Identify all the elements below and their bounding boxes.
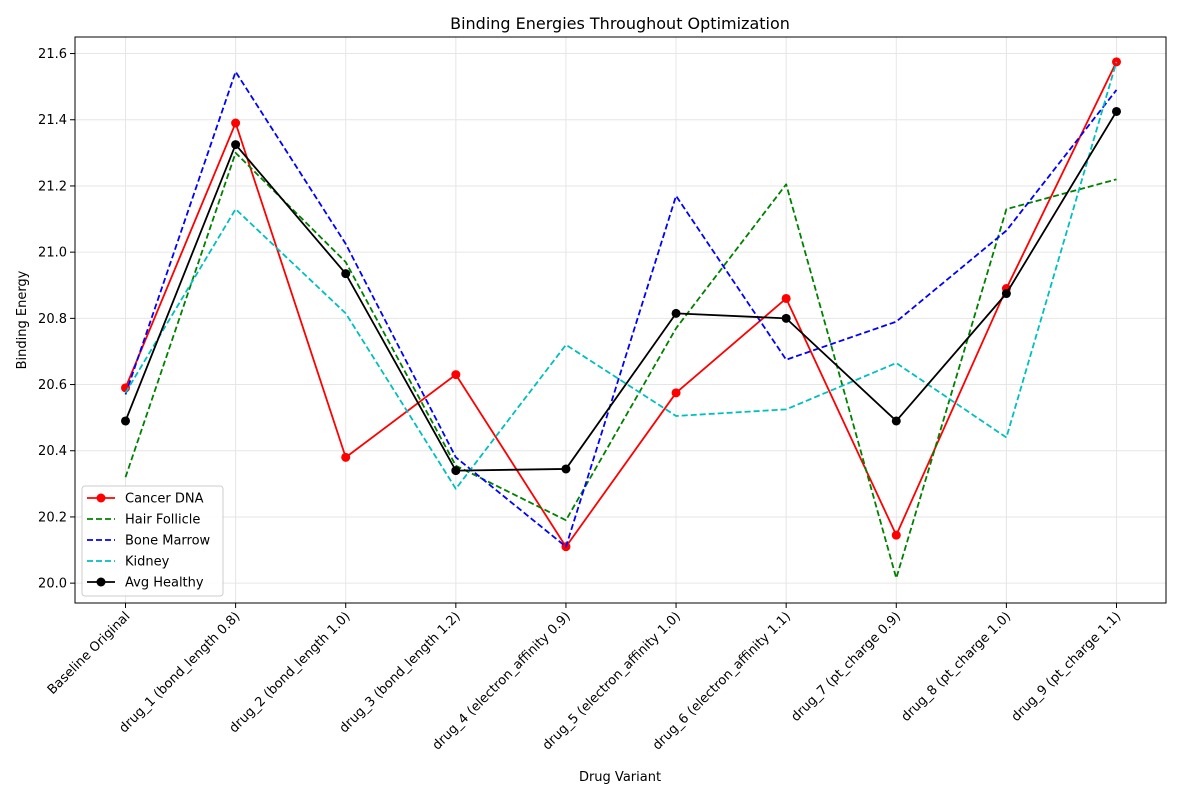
x-tick-label: drug_9 (pt_charge 1.1)	[1009, 609, 1125, 725]
legend: Cancer DNA Hair Follicle Bone Marrow Kidney…	[81, 485, 224, 597]
legend-label: Kidney	[125, 555, 170, 570]
y-tick-label: 21.0	[38, 246, 67, 261]
series-line-avg-healthy	[124, 111, 1118, 472]
series-line-bone-marrow	[124, 70, 1118, 548]
series-layer	[121, 57, 1121, 580]
data-point	[231, 140, 241, 150]
y-tick-label: 20.4	[38, 444, 67, 459]
x-tick-label: drug_3 (bond_length 1.2)	[337, 609, 464, 736]
y-tick-label: 20.0	[38, 577, 67, 592]
series-line-cancer-dna	[124, 61, 1118, 548]
legend-label: Hair Follicle	[125, 513, 200, 528]
data-point	[671, 388, 681, 398]
legend-marker	[96, 493, 106, 503]
legend-label: Bone Marrow	[125, 534, 211, 549]
x-axis-label: Drug Variant	[579, 770, 661, 785]
x-tick-label: drug_8 (pt_charge 1.0)	[899, 609, 1015, 725]
data-point	[671, 308, 681, 318]
x-tick-label: drug_2 (bond_length 1.0)	[227, 609, 354, 736]
data-point	[451, 370, 461, 380]
data-point	[1001, 289, 1011, 299]
legend-marker	[96, 577, 106, 587]
x-tick-label: Baseline Original	[45, 609, 133, 697]
data-point	[891, 416, 901, 426]
y-tick-label: 21.2	[38, 179, 67, 194]
series-line-kidney	[124, 61, 1118, 490]
plot-frame	[74, 36, 1167, 604]
data-point	[231, 118, 241, 128]
y-tick-label: 21.4	[38, 113, 67, 128]
y-tick-label: 21.6	[38, 47, 67, 62]
y-axis-label: Binding Energy	[15, 270, 30, 369]
data-point	[341, 452, 351, 462]
data-point	[1112, 106, 1121, 116]
y-tick-label: 20.8	[38, 312, 67, 327]
y-tick-label: 20.2	[38, 510, 67, 525]
data-point	[561, 464, 571, 474]
legend-box	[81, 485, 224, 597]
data-point	[891, 530, 901, 540]
chart-title: Binding Energies Throughout Optimization	[450, 14, 790, 33]
series-line-hair-follicle	[124, 151, 1117, 580]
data-point	[451, 466, 461, 476]
x-tick-label: drug_7 (pt_charge 0.9)	[788, 609, 904, 725]
y-tick-label: 20.6	[38, 378, 67, 393]
x-tick-label: drug_1 (bond_length 0.8)	[116, 609, 243, 736]
data-point	[781, 313, 791, 323]
data-point	[341, 269, 351, 279]
legend-label: Cancer DNA	[125, 492, 204, 507]
legend-label: Avg Healthy	[125, 576, 204, 591]
y-axis: 20.0 20.2 20.4 20.6 20.8 21.0 21.2 21.4 21.6	[38, 47, 75, 592]
grid	[75, 37, 1166, 603]
data-point	[781, 293, 791, 303]
data-point	[121, 416, 130, 426]
